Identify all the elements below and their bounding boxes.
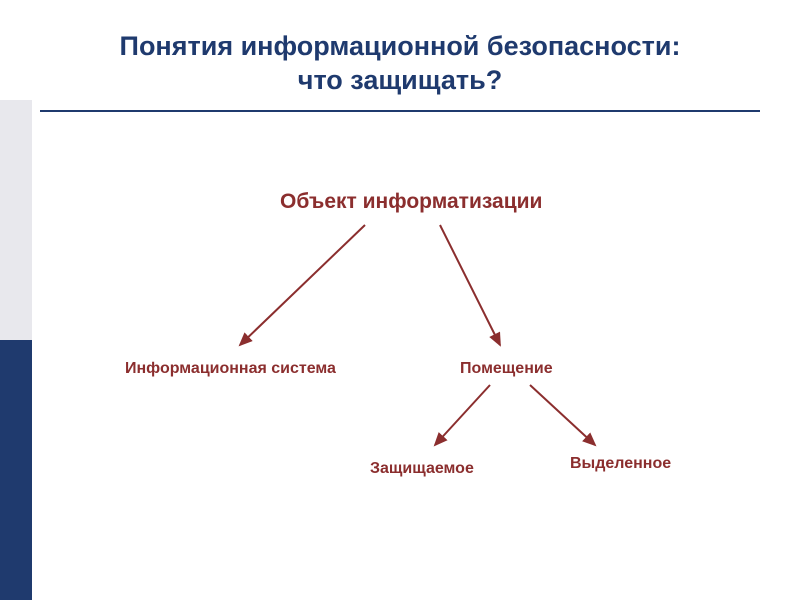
node-child2: Помещение <box>460 360 553 378</box>
edge-root-child1 <box>240 225 365 345</box>
diagram-container: Объект информатизации Информационная сис… <box>40 120 760 560</box>
node-child2-label: Помещение <box>460 360 553 377</box>
diagram-arrows <box>40 120 760 560</box>
title-line1: Понятия информационной безопасности: <box>120 31 681 61</box>
node-gc1-label: Защищаемое <box>370 460 474 477</box>
node-child1: Информационная система <box>125 360 336 378</box>
node-grandchild2: Выделенное <box>570 455 671 473</box>
sidebar-top-accent <box>0 100 32 340</box>
sidebar-bottom-accent <box>0 340 32 600</box>
node-root: Объект информатизации <box>280 190 542 214</box>
node-grandchild1: Защищаемое <box>370 460 474 478</box>
edge-child2-gc2 <box>530 385 595 445</box>
edge-child2-gc1 <box>435 385 490 445</box>
title-underline <box>40 110 760 112</box>
node-child1-label: Информационная система <box>125 360 336 377</box>
title-line2: что защищать? <box>298 65 502 95</box>
node-gc2-label: Выделенное <box>570 455 671 472</box>
page-title: Понятия информационной безопасности: что… <box>40 30 760 98</box>
edge-root-child2 <box>440 225 500 345</box>
node-root-label: Объект информатизации <box>280 190 542 213</box>
